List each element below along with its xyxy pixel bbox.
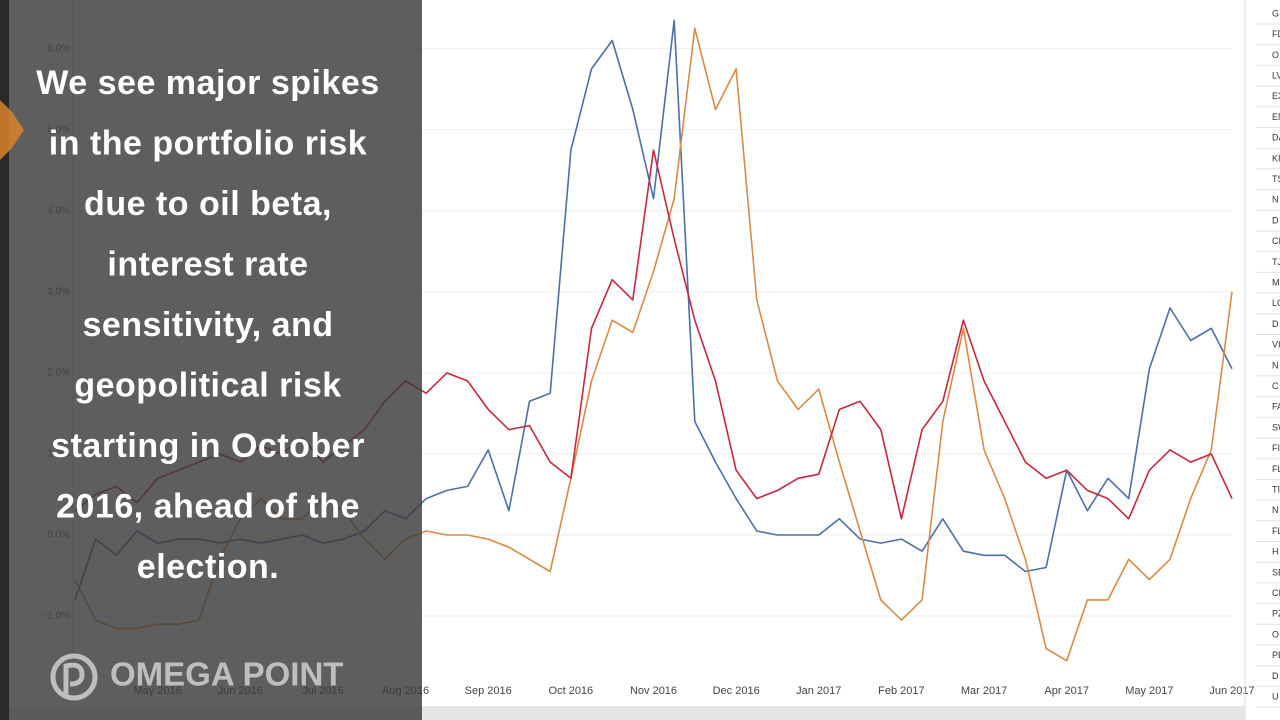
- caption-line: interest rate: [107, 245, 308, 283]
- logo-mark: [63, 662, 85, 695]
- caption-line: 2016, ahead of the: [56, 487, 360, 525]
- sidebar-item: EX: [1272, 91, 1280, 101]
- sidebar-item: PE: [1272, 650, 1280, 660]
- sidebar-item: G: [1272, 8, 1279, 18]
- x-tick-label: Jan 2017: [796, 685, 841, 697]
- sidebar-item: TJ: [1272, 257, 1280, 267]
- sidebar-item: C: [1272, 381, 1279, 391]
- sidebar-item: N: [1272, 195, 1279, 205]
- sidebar-item: FL: [1272, 526, 1280, 536]
- sidebar-item: D: [1272, 215, 1279, 225]
- caption-line: We see major spikes: [36, 64, 379, 102]
- sidebar-item: FA: [1272, 402, 1280, 412]
- sidebar-item: VI: [1272, 340, 1280, 350]
- x-tick-label: Nov 2016: [630, 685, 677, 697]
- sidebar-item: FI: [1272, 443, 1280, 453]
- caption-line: geopolitical risk: [74, 366, 341, 404]
- sidebar-item: U: [1272, 691, 1279, 701]
- x-tick-label: May 2017: [1125, 685, 1173, 697]
- sidebar-item: TI: [1272, 484, 1280, 494]
- logo: OMEGA POINT: [50, 653, 343, 701]
- hex-icon: [0, 100, 24, 160]
- x-tick-label: Mar 2017: [961, 685, 1007, 697]
- sidebar-item: TS: [1272, 174, 1280, 184]
- sidebar-item: D: [1272, 319, 1279, 329]
- x-tick-label: Sep 2016: [465, 685, 512, 697]
- sidebar-item: O: [1272, 50, 1279, 60]
- sidebar-item: LC: [1272, 298, 1280, 308]
- x-tick-label: Jun 2017: [1209, 685, 1254, 697]
- logo-mark: [50, 653, 98, 701]
- caption-line: in the portfolio risk: [49, 124, 367, 162]
- caption-line: election.: [137, 548, 279, 586]
- sidebar-item: FD: [1272, 29, 1280, 39]
- sidebar-item: PZ: [1272, 609, 1280, 619]
- caption-line: sensitivity, and: [82, 306, 333, 344]
- caption-line: due to oil beta,: [84, 185, 332, 223]
- sidebar: GFDOLVEXENDAKITSNDCITJMLCDVINCFASWFIFLTI…: [1256, 8, 1280, 708]
- caption: We see major spikes in the portfolio risk…: [36, 64, 379, 586]
- left-strip: [0, 0, 9, 720]
- logo-text: OMEGA POINT: [110, 656, 343, 693]
- sidebar-item: DA: [1272, 133, 1280, 143]
- x-tick-label: Feb 2017: [878, 685, 924, 697]
- sidebar-item: N: [1272, 360, 1279, 370]
- sidebar-item: O: [1272, 629, 1279, 639]
- sidebar-item: LV: [1272, 70, 1280, 80]
- sidebar-item: N: [1272, 505, 1279, 515]
- sidebar-item: H: [1272, 547, 1279, 557]
- sidebar-item: M: [1272, 277, 1280, 287]
- x-tick-label: Dec 2016: [713, 685, 760, 697]
- caption-panel: [0, 0, 422, 720]
- sidebar-item: CI: [1272, 588, 1280, 598]
- x-tick-label: Oct 2016: [549, 685, 594, 697]
- sidebar-item: SW: [1272, 422, 1280, 432]
- sidebar-item: EN: [1272, 112, 1280, 122]
- sidebar-item: KI: [1272, 153, 1280, 163]
- sidebar-item: D: [1272, 671, 1279, 681]
- caption-line: starting in October: [51, 427, 365, 465]
- sidebar-item: CI: [1272, 236, 1280, 246]
- x-tick-label: Apr 2017: [1044, 685, 1089, 697]
- sidebar-item: FL: [1272, 464, 1280, 474]
- sidebar-item: SE: [1272, 567, 1280, 577]
